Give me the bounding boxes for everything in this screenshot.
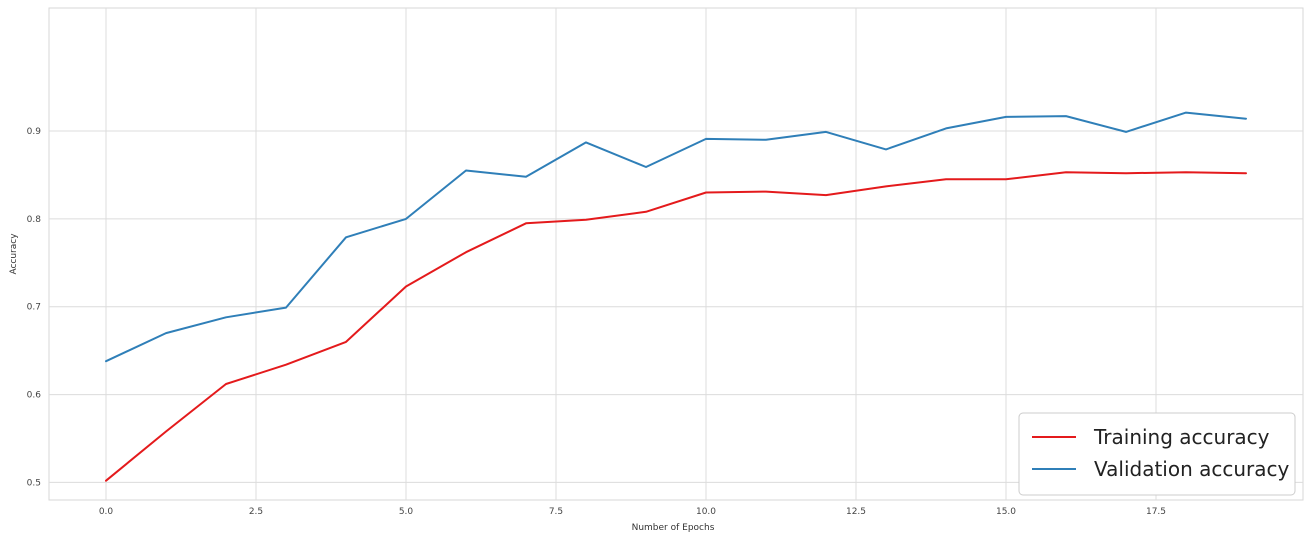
x-tick-label: 15.0	[996, 507, 1016, 517]
legend-label-validation: Validation accuracy	[1094, 457, 1290, 481]
x-tick-label: 10.0	[696, 507, 716, 517]
y-tick-label: 0.9	[27, 127, 42, 137]
y-axis-label: Accuracy	[9, 233, 19, 275]
y-tick-label: 0.7	[27, 303, 41, 313]
legend-box	[1018, 412, 1296, 496]
x-tick-label: 17.5	[1146, 507, 1166, 517]
legend: Training accuracy Validation accuracy	[1018, 412, 1296, 496]
x-tick-label: 7.5	[549, 507, 563, 517]
y-tick-labels: 0.5 0.6 0.7 0.8 0.9	[27, 127, 42, 488]
x-tick-labels: 0.0 2.5 5.0 7.5 10.0 12.5 15.0 17.5	[99, 507, 1166, 517]
legend-label-training: Training accuracy	[1093, 425, 1270, 449]
x-axis-label: Number of Epochs	[632, 523, 715, 533]
y-tick-label: 0.6	[27, 391, 42, 401]
y-tick-label: 0.5	[27, 478, 41, 488]
y-tick-label: 0.8	[27, 215, 42, 225]
series-line-training	[105, 171, 1247, 482]
x-tick-label: 5.0	[399, 507, 414, 517]
series-line-validation	[105, 111, 1247, 363]
series-lines	[105, 111, 1247, 482]
x-tick-label: 2.5	[249, 507, 263, 517]
x-tick-label: 0.0	[99, 507, 114, 517]
x-tick-label: 12.5	[846, 507, 866, 517]
